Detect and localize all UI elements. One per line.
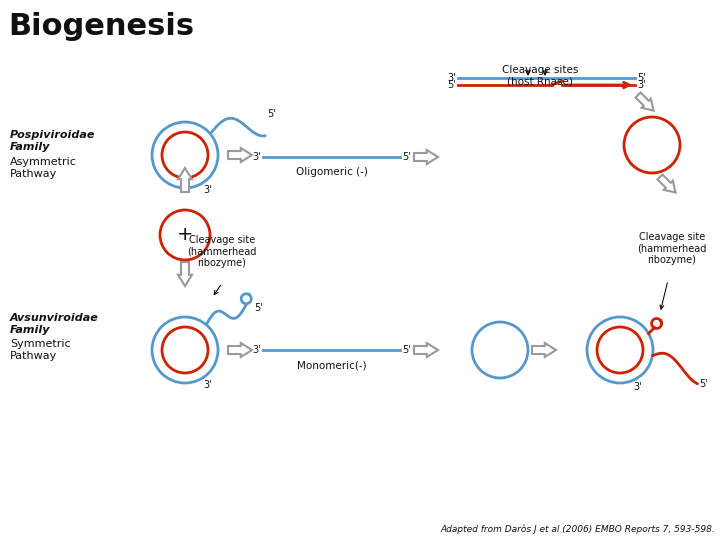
- Text: 5': 5': [254, 303, 263, 313]
- Polygon shape: [532, 343, 556, 357]
- Text: Avsunviroidae: Avsunviroidae: [10, 313, 99, 323]
- Text: 3': 3': [203, 185, 212, 195]
- Text: Adapted from Daròs J et al (2006) EMBO Reports 7, 593-598.: Adapted from Daròs J et al (2006) EMBO R…: [440, 524, 715, 534]
- Text: 5': 5': [267, 109, 276, 119]
- Polygon shape: [414, 343, 438, 357]
- Text: Cleavage sites
(host Rnase): Cleavage sites (host Rnase): [502, 65, 578, 86]
- Text: Family: Family: [10, 325, 50, 335]
- Text: Pathway: Pathway: [10, 351, 58, 361]
- Text: Cleavage site
(hammerhead
ribozyme): Cleavage site (hammerhead ribozyme): [637, 232, 707, 265]
- Text: Monomeric(-): Monomeric(-): [297, 360, 366, 370]
- Text: 5': 5': [637, 73, 646, 83]
- Polygon shape: [228, 148, 252, 162]
- Text: 3': 3': [203, 380, 212, 390]
- Text: Oligomeric (-): Oligomeric (-): [296, 167, 367, 177]
- Polygon shape: [636, 92, 654, 111]
- Text: 3': 3': [253, 345, 261, 355]
- Polygon shape: [228, 343, 252, 357]
- Text: +: +: [176, 226, 193, 245]
- Text: 3': 3': [253, 152, 261, 162]
- Text: Family: Family: [10, 142, 50, 152]
- Text: Pospiviroidae: Pospiviroidae: [10, 130, 95, 140]
- Text: 3': 3': [447, 73, 456, 83]
- Text: 5': 5': [402, 345, 410, 355]
- Text: Pathway: Pathway: [10, 169, 58, 179]
- Text: Biogenesis: Biogenesis: [8, 12, 194, 41]
- Text: 5': 5': [402, 152, 410, 162]
- Text: 5': 5': [700, 379, 708, 389]
- Text: 5': 5': [447, 80, 456, 90]
- Polygon shape: [657, 174, 675, 193]
- Polygon shape: [178, 168, 192, 192]
- Text: 3': 3': [633, 382, 642, 392]
- Polygon shape: [178, 262, 192, 286]
- Text: 3': 3': [637, 80, 646, 90]
- Text: Symmetric: Symmetric: [10, 339, 71, 349]
- Text: Cleavage site
(hammerhead
ribozyme): Cleavage site (hammerhead ribozyme): [187, 235, 257, 268]
- Text: Asymmetric: Asymmetric: [10, 157, 77, 167]
- Polygon shape: [414, 150, 438, 164]
